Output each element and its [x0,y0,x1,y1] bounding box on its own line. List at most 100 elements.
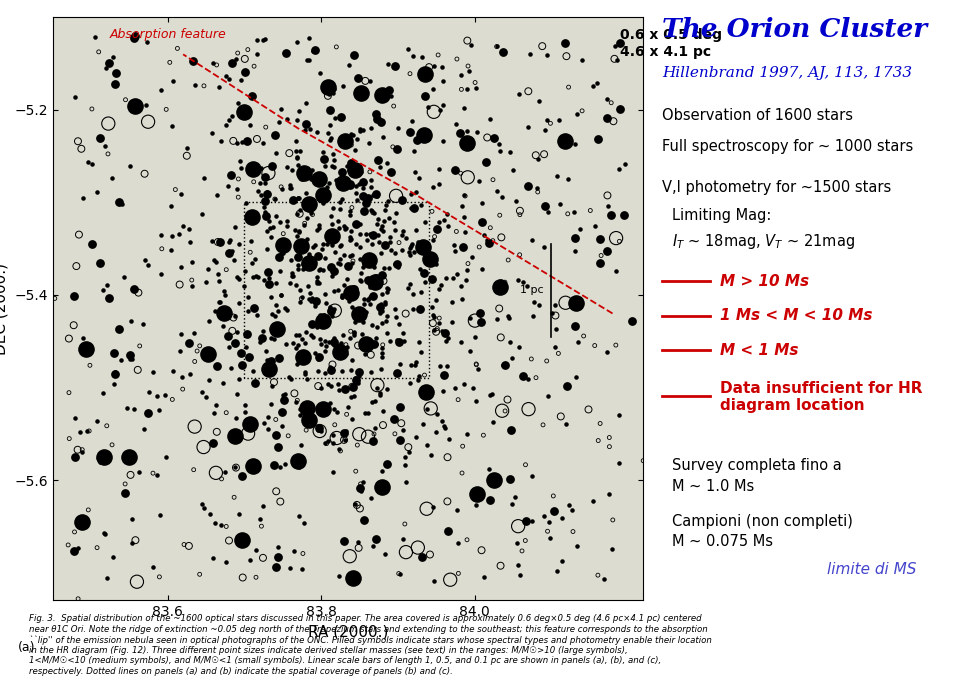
Point [315,147,330,158]
Point [567,321,583,332]
Point [410,236,425,247]
Point [203,509,218,520]
Point [300,233,315,244]
Point [497,277,513,288]
Point [70,542,85,553]
Point [344,226,359,237]
Point [259,186,275,197]
Point [187,356,203,367]
Point [222,535,237,546]
Point [309,278,324,289]
Point [251,185,266,196]
Point [282,180,298,191]
Point [447,382,463,393]
Point [145,366,160,378]
Point [274,184,289,195]
Point [469,126,485,137]
Point [548,310,564,321]
Point [523,49,539,60]
Point [453,280,468,291]
Point [476,571,492,582]
Point [288,135,303,146]
Point [540,115,555,126]
Point [324,306,339,317]
Point [353,166,369,177]
Point [237,66,252,77]
Point [369,108,384,119]
Point [460,35,475,46]
Point [253,520,269,532]
Point [300,374,315,385]
Point [300,33,316,44]
Point [462,313,477,324]
Point [261,364,276,375]
Point [284,268,300,279]
Point [392,358,407,369]
Point [273,266,288,277]
Point [480,132,495,143]
Point [334,291,349,303]
Point [352,503,368,514]
Point [520,180,536,191]
Point [215,378,230,389]
Point [435,386,450,397]
Point [379,287,395,298]
Point [210,237,226,248]
Point [170,43,185,54]
Point [425,318,441,329]
Point [404,116,420,127]
Point [573,223,588,235]
Point [300,212,315,223]
Point [494,191,510,202]
Point [483,222,498,233]
Point [476,229,492,240]
Point [370,190,385,201]
Point [276,246,291,257]
Point [336,434,351,446]
Point [402,243,418,254]
Point [380,89,396,100]
Point [246,461,261,472]
Point [302,124,318,135]
Point [246,164,261,175]
Point [295,564,310,575]
Point [200,264,215,275]
Point [305,332,321,343]
Point [361,260,376,271]
Point [257,178,273,189]
Point [346,327,361,338]
Point [117,487,132,498]
Point [180,150,195,161]
Point [338,339,353,350]
Point [513,209,528,220]
Point [551,348,566,359]
Point [411,370,426,381]
Point [140,116,156,127]
Point [285,338,300,349]
Point [504,425,519,436]
Point [75,193,90,204]
Point [379,459,395,470]
Point [239,136,254,147]
Point [504,353,519,364]
Point [520,121,536,133]
Point [342,550,357,561]
Point [260,266,276,278]
Point [524,470,540,481]
Point [379,311,395,322]
Point [114,198,130,210]
Point [224,362,239,373]
Point [423,450,439,461]
Point [387,224,402,235]
Point [177,539,192,550]
Point [150,469,165,480]
Point [382,335,397,346]
Point [369,188,384,199]
Point [263,355,278,366]
Point [493,232,509,243]
Point [288,279,303,290]
Point [349,164,365,175]
Point [348,180,364,192]
Point [405,50,420,61]
Point [180,143,195,154]
